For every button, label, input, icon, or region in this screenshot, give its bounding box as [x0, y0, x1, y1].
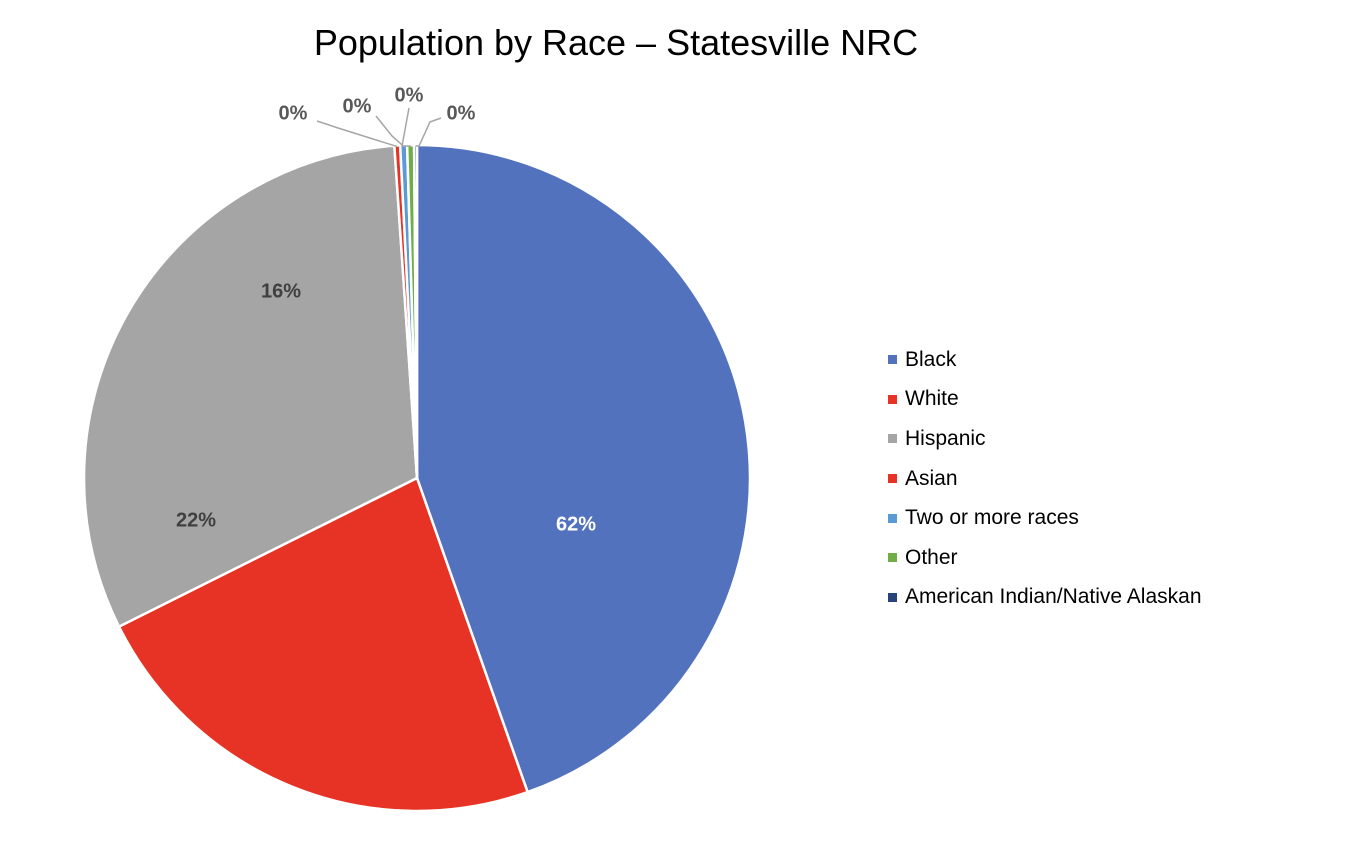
- leader-lines: [316, 107, 442, 148]
- pie-slice-white: [117, 476, 529, 813]
- legend: Black White Hispanic Asian Two or more races…: [888, 340, 1202, 617]
- pie-slices: [82, 143, 752, 813]
- leader-line: [375, 115, 405, 147]
- legend-item: Black: [888, 340, 1202, 380]
- pie-slice-american-indian-native-alaskan: [412, 143, 419, 480]
- legend-label: White: [905, 387, 959, 411]
- data-label: 0%: [343, 95, 372, 117]
- legend-swatch: [888, 474, 897, 484]
- data-label: 0%: [279, 102, 308, 124]
- legend-swatch: [888, 513, 897, 523]
- legend-swatch: [888, 394, 897, 404]
- legend-item: Other: [888, 538, 1202, 578]
- data-label: 22%: [176, 509, 216, 531]
- legend-item: Asian: [888, 459, 1202, 499]
- leader-line: [401, 107, 411, 147]
- legend-label: Hispanic: [905, 426, 986, 450]
- leader-line: [316, 120, 398, 148]
- data-labels: 62% 22% 16% 0% 0% 0% 0%: [176, 84, 596, 535]
- legend-label: American Indian/Native Alaskan: [905, 585, 1202, 609]
- legend-item: White: [888, 380, 1202, 420]
- leader-line: [415, 117, 442, 147]
- legend-swatch: [888, 592, 897, 602]
- legend-swatch: [888, 355, 897, 365]
- legend-item: Hispanic: [888, 419, 1202, 459]
- data-label: 62%: [556, 513, 596, 535]
- legend-swatch: [888, 553, 897, 563]
- legend-swatch: [888, 434, 897, 444]
- data-label: 0%: [395, 84, 424, 106]
- legend-label: Other: [905, 545, 958, 569]
- data-label: 16%: [261, 280, 301, 302]
- chart-title: Population by Race – Statesville NRC: [313, 22, 919, 63]
- pie-slice-hispanic: [82, 144, 419, 628]
- legend-item: American Indian/Native Alaskan: [888, 578, 1202, 618]
- pie-slice-black: [415, 143, 752, 794]
- legend-label: Asian: [905, 466, 958, 490]
- data-label: 0%: [447, 102, 476, 124]
- legend-item: Two or more races: [888, 498, 1202, 538]
- legend-label: Black: [905, 347, 957, 371]
- legend-label: Two or more races: [905, 506, 1079, 530]
